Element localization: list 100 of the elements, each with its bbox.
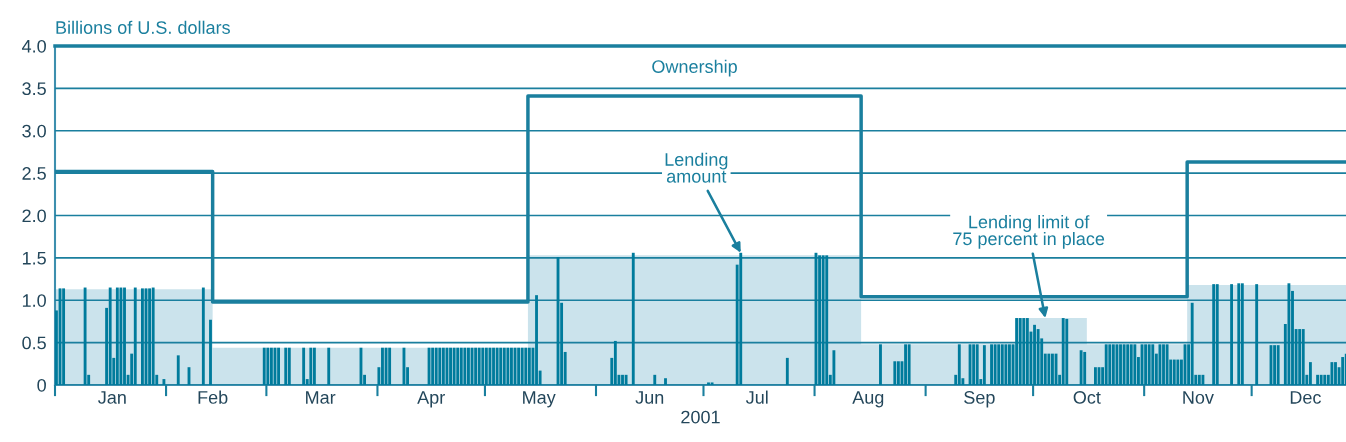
- bar: [825, 255, 829, 385]
- y-tick-label: 1.0: [22, 294, 46, 307]
- bar: [431, 347, 435, 385]
- bar: [1126, 344, 1130, 385]
- bar: [907, 344, 911, 385]
- bar: [449, 347, 452, 385]
- bar: [1025, 318, 1029, 385]
- bar: [1061, 318, 1065, 385]
- bar: [1301, 329, 1305, 385]
- bar: [510, 347, 513, 385]
- bar: [1240, 283, 1244, 385]
- bar: [707, 382, 710, 385]
- bar: [535, 295, 538, 385]
- x-tick-label: Jan: [98, 391, 126, 404]
- bar: [893, 361, 897, 385]
- bar: [1004, 344, 1008, 385]
- bar: [123, 287, 126, 385]
- bar: [1129, 344, 1133, 385]
- bar: [266, 347, 270, 385]
- bar: [1018, 318, 1022, 385]
- bar: [997, 344, 1001, 385]
- bar: [62, 288, 66, 385]
- bar: [162, 379, 166, 385]
- bar: [1330, 362, 1334, 385]
- bar: [438, 347, 442, 385]
- x-tick-label: Jul: [745, 390, 768, 404]
- x-tick-label: May: [523, 391, 556, 408]
- bar: [1190, 302, 1194, 385]
- bar: [1079, 350, 1083, 385]
- bar: [492, 347, 495, 385]
- bar: [287, 347, 291, 385]
- bar: [269, 347, 273, 385]
- bar: [1036, 329, 1040, 385]
- bar: [1144, 344, 1148, 385]
- bar: [1133, 344, 1137, 385]
- x-tick-label: Nov: [1183, 391, 1214, 404]
- bar: [1230, 284, 1234, 385]
- bar: [456, 347, 460, 385]
- bar: [1316, 374, 1320, 385]
- bar: [484, 347, 488, 385]
- bar: [1308, 362, 1312, 385]
- bar: [613, 340, 617, 385]
- bar: [1176, 359, 1180, 385]
- bar: [1255, 284, 1259, 385]
- bar: [993, 344, 997, 385]
- bar: [381, 347, 384, 385]
- y-tick-label: 0: [37, 378, 46, 392]
- x-tick-label: Feb: [198, 390, 228, 404]
- annotation: Lending limit of 75 percent in place: [953, 215, 1105, 249]
- bar: [957, 344, 961, 385]
- bar: [1022, 318, 1026, 385]
- bar: [1319, 374, 1323, 385]
- bar: [832, 350, 836, 385]
- x-axis-title: 2001: [681, 410, 720, 424]
- bar: [904, 344, 907, 385]
- bar: [1212, 284, 1216, 385]
- bar: [1033, 324, 1036, 385]
- bar: [284, 347, 288, 385]
- bar: [1197, 374, 1201, 385]
- bar: [1276, 345, 1280, 385]
- bar: [302, 347, 306, 385]
- bar: [664, 378, 667, 385]
- bar: [818, 255, 821, 385]
- bar: [982, 345, 986, 385]
- y-tick-label: 1.5: [22, 252, 46, 265]
- x-tick-label: Apr: [417, 391, 445, 408]
- y-tick-label: 3.5: [22, 82, 46, 96]
- bar: [1298, 329, 1302, 385]
- bar: [1015, 318, 1019, 385]
- bar: [140, 288, 144, 385]
- bar: [1051, 353, 1054, 385]
- y-tick-label: 2.0: [22, 209, 46, 223]
- bar: [115, 287, 119, 385]
- bar: [309, 347, 313, 385]
- bar: [785, 357, 789, 385]
- bar: [1000, 344, 1004, 385]
- bar: [108, 287, 112, 385]
- bar: [133, 287, 137, 385]
- bar: [710, 382, 714, 385]
- y-tick-label: 2.5: [22, 167, 46, 180]
- bar: [621, 374, 624, 385]
- bar: [148, 288, 152, 385]
- bar: [1334, 362, 1337, 385]
- bar: [631, 252, 635, 385]
- bar: [975, 344, 979, 385]
- y-tick-label: 4.0: [21, 39, 46, 53]
- bar: [1323, 374, 1327, 385]
- bar: [1108, 344, 1112, 385]
- bar: [312, 347, 316, 385]
- x-tick-label: Aug: [852, 391, 884, 408]
- bar: [502, 347, 506, 385]
- y-tick-label: 0.5: [22, 336, 46, 350]
- y-axis-title: Billions of U.S. dollars: [56, 20, 230, 34]
- bar: [1201, 374, 1205, 385]
- bar: [388, 347, 392, 385]
- bar: [1122, 344, 1126, 385]
- bar: [879, 344, 882, 385]
- bar: [477, 347, 481, 385]
- bar: [1273, 345, 1277, 385]
- bar: [201, 287, 205, 385]
